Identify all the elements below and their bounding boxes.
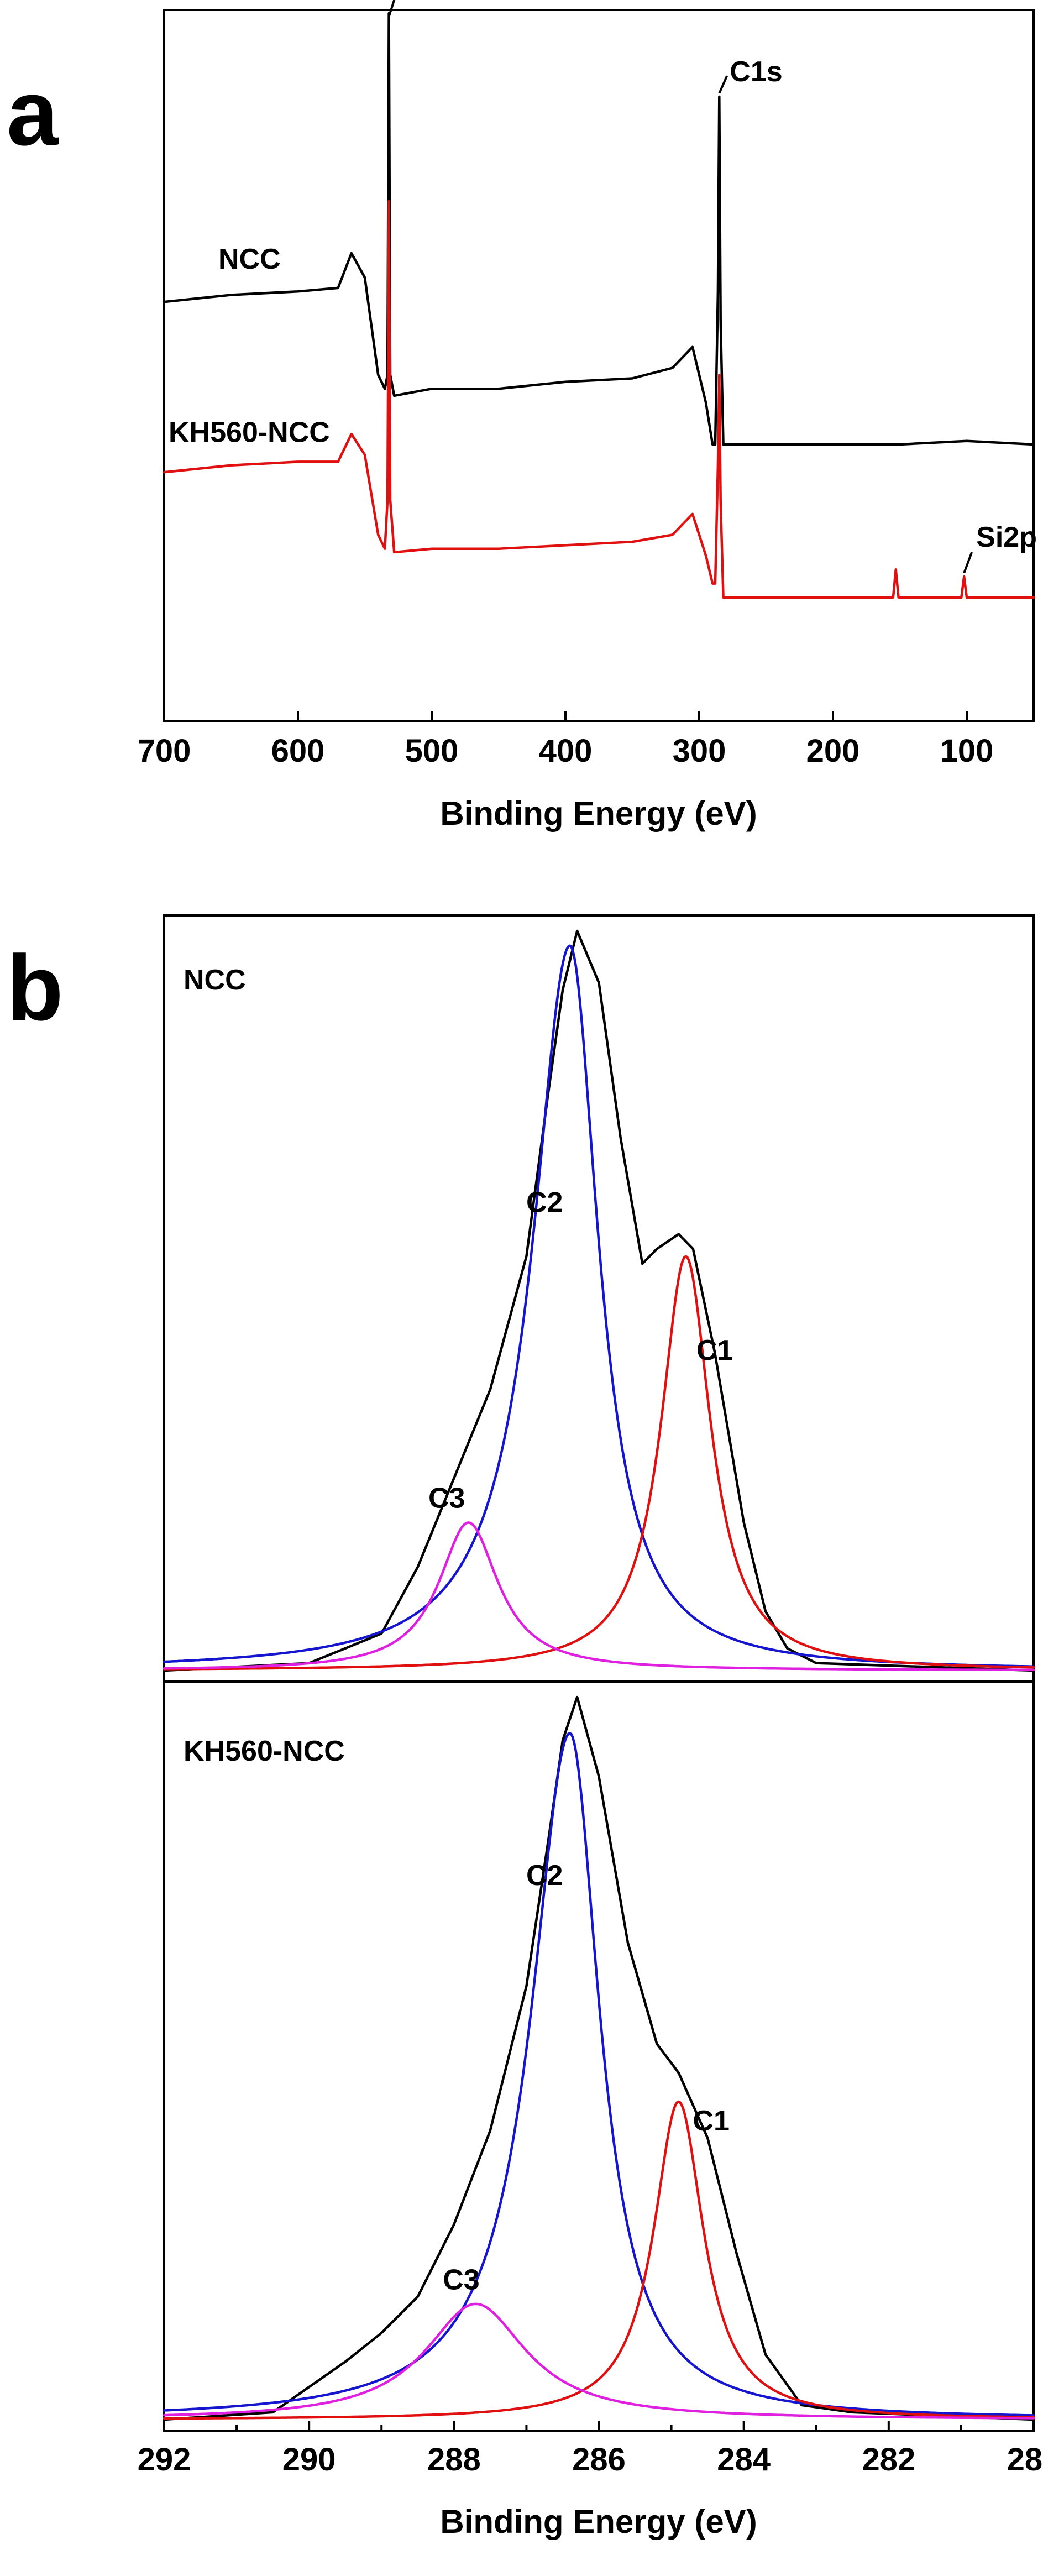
panel-b-top-frame: [163, 914, 1035, 1683]
panel-a-label-kh560-ncc: KH560-NCC: [169, 416, 330, 448]
panel-b-x-tick-label: 282: [862, 2442, 915, 2478]
panel-b-x-axis-title: Binding Energy (eV): [440, 2503, 757, 2540]
panel-b-bottom-frame: [163, 1680, 1035, 2432]
panel-a-series-ncc-line: [163, 12, 1035, 446]
panel-b-x-tick-label: 286: [572, 2442, 626, 2478]
panel-b-kh560-ncc-label-c3: C3: [443, 2264, 479, 2296]
panel-b-ncc-envelope-line: [163, 929, 1035, 1672]
panel-a-x-tick-label: 100: [940, 733, 994, 769]
panel-b-ncc-label-c2: C2: [526, 1186, 563, 1218]
panel-a-x-tick-label: 700: [138, 733, 191, 769]
panel-b-bottom-sample-label: KH560-NCC: [184, 1735, 345, 1767]
panel-b-ncc-c2-line: [163, 944, 1035, 1668]
panel-a-annotation-c1s: C1s: [730, 56, 782, 88]
panel-b-kh560-ncc-envelope-line: [163, 1695, 1035, 2421]
panel-b-kh560-ncc-label-c2: C2: [526, 1860, 563, 1892]
panel-b-x-tick-label: 290: [282, 2442, 336, 2478]
panel-a-plot: 700600500400300200100NCCKH560-NCCO1sC1sS…: [138, 0, 1037, 769]
panel-b-top-plot: C2 C1 C3: [163, 929, 1035, 1672]
panel-a-letter: a: [7, 61, 59, 165]
panel-a-x-tick-label: 300: [673, 733, 726, 769]
panel-b-letter: b: [7, 936, 64, 1040]
panel-a-frame: [163, 9, 1035, 722]
panel-a-series-kh560-ncc-line: [163, 200, 1035, 599]
panel-b-x-tick-label: 292: [138, 2442, 191, 2478]
panel-a-x-tick-label: 200: [806, 733, 860, 769]
panel-b-ncc-label-c1: C1: [696, 1334, 733, 1366]
panel-b-ncc-label-c3: C3: [428, 1483, 465, 1515]
panel-a-annotation-leader: [387, 0, 396, 17]
panel-a-x-tick-label: 500: [405, 733, 459, 769]
panel-b-top-sample-label: NCC: [184, 964, 246, 996]
panel-b-bottom-plot: C2 C1 C3 292 290 288 286 284 282 280: [138, 1695, 1043, 2478]
panel-b-kh560-ncc-c3-line: [163, 2302, 1035, 2420]
panel-a-label-ncc: NCC: [218, 243, 281, 275]
panel-b-kh560-ncc-c2-line: [163, 1732, 1035, 2417]
panel-a-annotation-si2p: Si2p: [976, 521, 1037, 553]
panel-a-x-tick-label: 400: [539, 733, 593, 769]
panel-b-ncc-c1-line: [163, 1255, 1035, 1671]
panel-b-x-tick-label: 280: [1007, 2442, 1043, 2478]
panel-b-kh560-ncc-c1-line: [163, 2100, 1035, 2420]
panel-b-kh560-ncc-label-c1: C1: [693, 2105, 729, 2137]
panel-a-x-tick-label: 600: [271, 733, 325, 769]
panel-a-annotation-leader: [963, 552, 973, 574]
panel-a-annotation-leader: [718, 75, 728, 94]
panel-b-ncc-c3-line: [163, 1521, 1035, 1672]
panel-a-x-axis-title: Binding Energy (eV): [440, 795, 757, 832]
panel-b-x-tick-label: 284: [717, 2442, 771, 2478]
panel-b-x-tick-label: 288: [427, 2442, 481, 2478]
